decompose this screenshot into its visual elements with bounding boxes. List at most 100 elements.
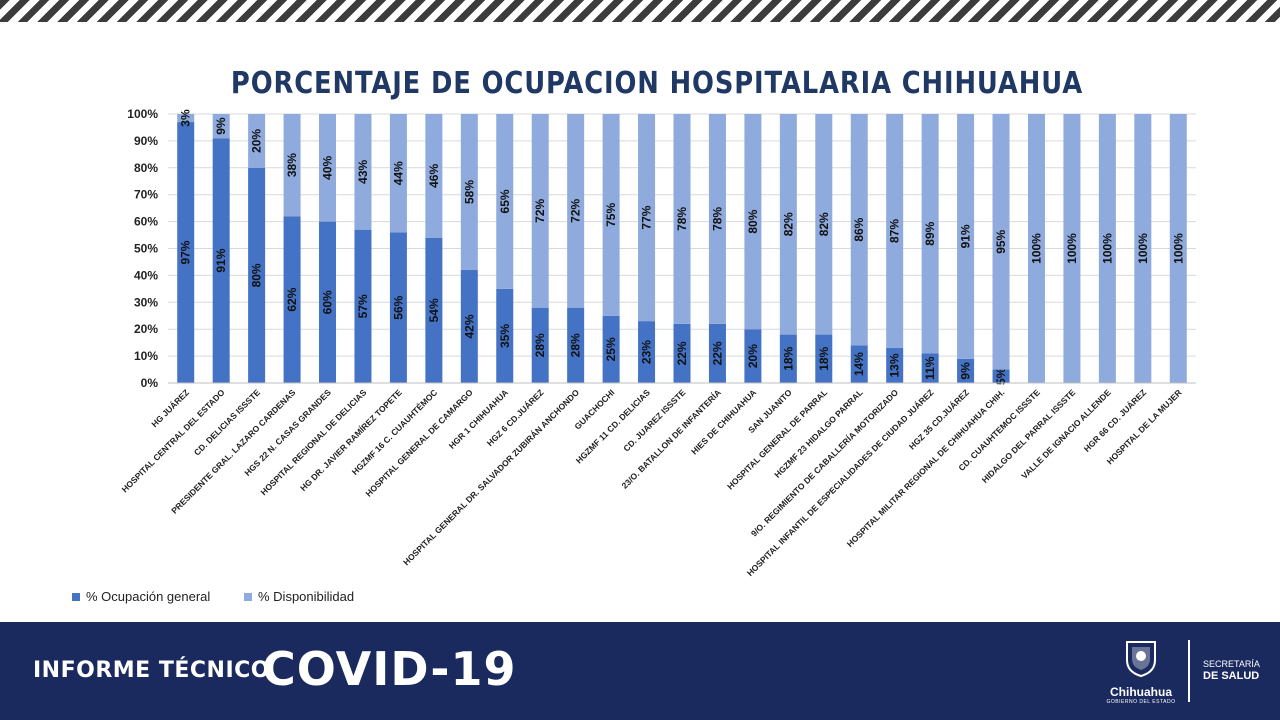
data-label-disponibilidad: 44% [391,161,405,185]
data-label-disponibilidad: 78% [710,207,724,231]
bar-disponibilidad [850,114,868,346]
bar-disponibilidad [1169,114,1187,383]
department-line-2: DE SALUD [1203,670,1260,682]
data-label-disponibilidad: 75% [604,203,618,227]
chart-title: PORCENTAJE DE OCUPACION HOSPITALARIA CHI… [230,66,1084,101]
x-tick-label: CD. JUAREZ ISSSTE [621,387,687,453]
bar-disponibilidad [602,114,620,316]
data-label-disponibilidad: 77% [640,205,654,229]
bar-disponibilidad [921,114,939,354]
data-label-disponibilidad: 40% [321,155,335,179]
data-label-ocupacion: 28% [569,333,583,357]
bar-disponibilidad [460,114,478,271]
legend-swatch-ocupacion [72,592,80,601]
bar-disponibilidad [779,114,797,335]
y-tick-label: 40% [134,268,158,282]
bar-ocupacion [957,358,975,383]
bar-ocupacion [177,122,195,383]
stacked-bar-chart: 0% 10% 20% 30% 40% 50% 60% 70% 80% 90% 100% 97% 3% HG… [120,107,1196,578]
department-line-1: SECRETARÍA [1203,659,1260,669]
bar-disponibilidad [708,114,726,324]
bar-disponibilidad [212,114,230,139]
data-label-disponibilidad: 100% [1171,233,1185,264]
data-label-ocupacion: 42% [462,314,476,338]
bar-ocupacion [638,321,656,383]
data-label-disponibilidad: 9% [214,117,228,135]
top-stripe-border [0,0,1280,22]
data-label-ocupacion: 18% [817,346,831,370]
bar-disponibilidad [567,114,585,308]
bar-ocupacion [319,221,337,383]
data-label-ocupacion: 25% [604,337,618,361]
bar-disponibilidad [992,114,1010,370]
bar-disponibilidad [744,114,762,330]
y-tick-label: 30% [134,295,158,309]
x-tick-label: HGZ 35 CD.JUÁREZ [907,387,971,451]
data-label-disponibilidad: 91% [959,224,973,248]
data-label-ocupacion: 14% [852,352,866,376]
bar-ocupacion [389,232,407,383]
bar-disponibilidad [957,114,975,359]
data-label-ocupacion: 22% [710,341,724,365]
x-tick-label: HGR 66 CD. JUÁREZ [1082,387,1149,454]
x-tick-label: CD. DELICIAS ISSSTE [192,387,262,457]
bar-disponibilidad [389,114,407,233]
data-label-ocupacion: 9% [959,362,973,380]
data-label-disponibilidad: 20% [250,129,264,153]
x-tick-label: HOSPITAL GENERAL DR. SALVADOR ZUBIRÁN AN… [401,387,581,567]
bar-ocupacion [460,270,478,383]
data-label-disponibilidad: 89% [923,221,937,245]
legend-label-disponibilidad: % Disponibilidad [258,589,355,604]
bar-ocupacion [248,167,266,383]
data-label-ocupacion: 97% [179,240,193,264]
bar-ocupacion [779,334,797,383]
bar-ocupacion [496,288,514,383]
bar-ocupacion [744,329,762,383]
bar-disponibilidad [638,114,656,322]
y-tick-label: 90% [134,134,158,148]
data-label-ocupacion: 20% [746,344,760,368]
data-label-ocupacion: 57% [356,294,370,318]
data-label-disponibilidad: 86% [852,217,866,241]
data-label-ocupacion: 80% [250,263,264,287]
bar-disponibilidad [177,114,195,123]
legend-item-disponibilidad: % Disponibilidad [244,589,354,604]
bar-ocupacion [425,237,443,383]
bar-ocupacion [212,138,230,383]
data-label-ocupacion: 11% [923,356,937,380]
legend-item-ocupacion: % Ocupación general [72,589,210,604]
x-tick-label: HOSPITAL DE LA MUJER [1105,387,1184,466]
data-label-ocupacion: 5% [994,367,1008,385]
bar-disponibilidad [496,114,514,289]
data-label-disponibilidad: 100% [1136,233,1150,264]
bar-disponibilidad [319,114,337,222]
data-label-disponibilidad: 43% [356,160,370,184]
y-tick-label: 60% [134,215,158,229]
bar-disponibilidad [673,114,691,324]
footer-divider [1188,640,1190,702]
bar-disponibilidad [886,114,904,349]
state-logo: Chihuahua GOBIERNO DEL ESTADO [1106,638,1176,705]
data-label-ocupacion: 22% [675,341,689,365]
logo-subtitle: GOBIERNO DEL ESTADO [1106,699,1176,705]
bar-disponibilidad [283,114,301,217]
data-label-disponibilidad: 100% [1100,233,1114,264]
data-label-ocupacion: 35% [498,324,512,348]
report-label: INFORME TÉCNICO [33,658,270,683]
data-label-ocupacion: 91% [214,248,228,272]
y-tick-label: 10% [134,349,158,363]
bar-ocupacion [921,353,939,383]
data-label-disponibilidad: 72% [569,199,583,223]
bar-ocupacion [567,307,585,383]
bar-disponibilidad [815,114,833,335]
bar-disponibilidad [354,114,372,230]
bar-disponibilidad [425,114,443,238]
y-tick-label: 80% [134,161,158,175]
bar-ocupacion [354,229,372,383]
data-label-ocupacion: 56% [391,295,405,319]
bar-disponibilidad [248,114,266,168]
data-label-disponibilidad: 82% [781,212,795,236]
coat-of-arms-icon [1126,641,1156,678]
data-label-disponibilidad: 65% [498,189,512,213]
bar-ocupacion [815,334,833,383]
